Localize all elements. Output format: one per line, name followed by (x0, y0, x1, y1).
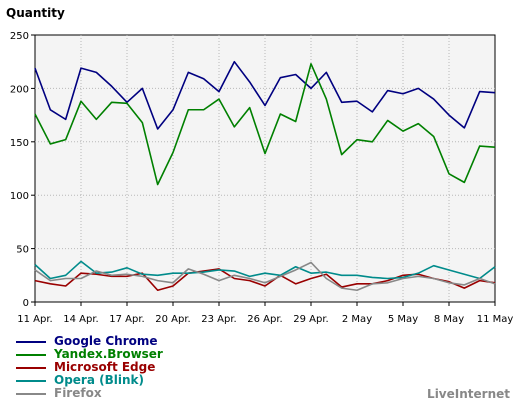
y-tick-label: 0 (23, 298, 29, 309)
plot-area (34, 34, 496, 303)
x-tick-label: 11 May (477, 314, 514, 325)
x-tick-label: 2 May (342, 314, 372, 325)
x-tick-label: 17 Apr. (109, 314, 144, 325)
x-tick-label: 29 Apr. (293, 314, 328, 325)
y-tick-label: 250 (10, 31, 29, 42)
x-tick-label: 8 May (434, 314, 464, 325)
series-line-firefox (34, 261, 496, 292)
legend-swatch-opera-blink (16, 380, 46, 382)
x-tick-label: 14 Apr. (63, 314, 98, 325)
gridlines (35, 35, 495, 302)
y-tick-label: 150 (10, 138, 29, 149)
legend-swatch-firefox (16, 393, 46, 395)
legend-swatch-yandex-browser (16, 354, 46, 356)
legend-label-opera-blink: Opera (Blink) (54, 373, 144, 387)
x-tick-label: 26 Apr. (247, 314, 282, 325)
x-tick-label: 11 Apr. (17, 314, 52, 325)
series-line-opera-blink (34, 260, 496, 280)
legend-swatch-microsoft-edge (16, 367, 46, 369)
brand-label: LiveInternet (427, 387, 510, 401)
x-tick-label: 23 Apr. (201, 314, 236, 325)
series-line-yandex-browser (34, 63, 496, 186)
legend-swatch-google-chrome (16, 341, 46, 343)
legend-label-yandex-browser: Yandex.Browser (54, 347, 163, 361)
axis-ticks: 0 50 100 150 200 250 11 Apr. 14 Apr. 17 Apr. 20 A… (10, 31, 513, 325)
x-tick-label: 20 Apr. (155, 314, 190, 325)
y-tick-label: 100 (10, 191, 29, 202)
x-tick-label: 5 May (388, 314, 418, 325)
legend-label-google-chrome: Google Chrome (54, 334, 158, 348)
y-tick-label: 50 (16, 245, 29, 256)
y-tick-label: 200 (10, 84, 29, 95)
series-line-google-chrome (34, 60, 496, 130)
line-chart: 0 50 100 150 200 250 11 Apr. 14 Apr. 17 Apr. 20 A… (6, 6, 513, 325)
legend-label-firefox: Firefox (54, 386, 102, 400)
series-lines (34, 60, 496, 292)
series-line-microsoft-edge (34, 268, 496, 292)
legend-label-microsoft-edge: Microsoft Edge (54, 360, 156, 374)
y-axis-label: Quantity (6, 6, 65, 20)
